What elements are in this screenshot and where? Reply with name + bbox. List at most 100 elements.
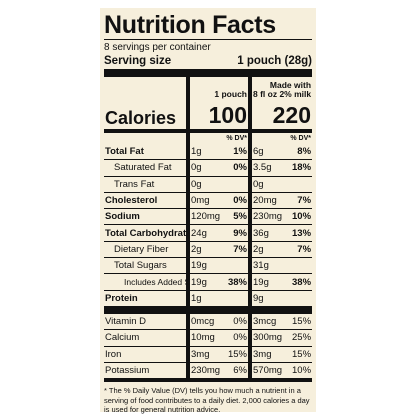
dv-header: % DV*: [247, 129, 313, 144]
nutrient-row: Total Fat 1g 1% 6g 8%: [104, 144, 312, 160]
footnote: * The % Daily Value (DV) tells you how m…: [104, 386, 310, 415]
daily-value: 8%: [297, 146, 312, 158]
header-line: 8 fl oz 2% milk: [253, 89, 312, 99]
nutrient-name: Includes Added Sugars: [104, 273, 188, 291]
daily-value: 10%: [284, 208, 313, 225]
column-header: 1 pouch: [186, 77, 250, 101]
amount: 3mg: [186, 345, 222, 363]
blank: [104, 129, 188, 144]
daily-value: [284, 175, 313, 193]
daily-value: 0%: [222, 191, 250, 209]
header-line: Made with: [269, 80, 312, 90]
divider: [104, 378, 313, 385]
amount: 0mg: [186, 191, 222, 209]
daily-value: 0%: [222, 329, 250, 347]
nutrient-row: Sodium 120mg 5% 230mg 10%: [104, 208, 313, 225]
blank: [104, 77, 188, 101]
amount: 230mg: [186, 361, 222, 381]
daily-value: [284, 257, 313, 274]
amount: 120mg: [186, 208, 222, 225]
nutrient-row: Trans Fat 0g 0g: [104, 175, 313, 193]
amount: 19g: [186, 273, 222, 291]
amount: 300mg: [248, 329, 284, 347]
daily-value: 9%: [222, 224, 250, 242]
daily-value: 7%: [284, 240, 313, 258]
nutrient-row: Iron 3mg 15% 3mg 15%: [104, 345, 313, 363]
nutrient-name: Saturated Fat: [104, 159, 188, 177]
column-header-row: 1 pouch Made with 8 fl oz 2% milk: [104, 77, 313, 101]
daily-value: [222, 175, 250, 193]
header-line: 1 pouch: [214, 89, 247, 99]
amount: 6g: [248, 144, 284, 160]
amount: 1g: [186, 289, 222, 310]
daily-value: 38%: [284, 273, 313, 291]
amount: 230mg: [248, 208, 284, 225]
amount: 20mg: [248, 191, 284, 209]
amount: 0g: [186, 175, 222, 193]
nutrient-name: Total Sugars: [104, 257, 188, 274]
nutrient-row: Saturated Fat 0g 0% 3.5g 18%: [104, 159, 313, 177]
amount: 36g: [248, 224, 284, 242]
amount: 2g: [248, 240, 284, 258]
amount: 19g: [186, 257, 222, 274]
nutrient-row: Calcium 10mg 0% 300mg 25%: [104, 329, 313, 347]
daily-value: 5%: [222, 208, 250, 225]
amount: 3mcg: [248, 313, 284, 330]
nutrient-row: Protein 1g 9g: [104, 289, 313, 310]
nutrition-label: Nutrition Facts 8 servings per container…: [100, 8, 316, 415]
nutrient-name: Vitamin D: [105, 316, 147, 328]
daily-value: [222, 257, 250, 274]
nutrient-row: Dietary Fiber 2g 7% 2g 7%: [104, 240, 313, 258]
nutrient-name: Cholesterol: [104, 191, 188, 209]
nutrient-row: Total Sugars 19g 31g: [104, 257, 313, 274]
amount: 0g: [248, 175, 284, 193]
amount: 570mg: [248, 361, 284, 381]
amount: 9g: [248, 289, 284, 310]
column-header: Made with 8 fl oz 2% milk: [247, 77, 313, 101]
dv-header-row: % DV* % DV*: [104, 129, 313, 144]
dv-header: % DV*: [186, 129, 250, 144]
amount: 0mcg: [186, 313, 222, 330]
daily-value: 0%: [222, 159, 250, 177]
daily-value: 13%: [284, 224, 313, 242]
nutrient-name: Protein: [104, 289, 188, 310]
amount: 1g: [186, 144, 222, 160]
nutrient-row: Total Carbohydrate 24g 9% 36g 13%: [104, 224, 313, 242]
daily-value: 1%: [233, 146, 247, 158]
calories-value: 220: [247, 101, 313, 131]
daily-value: 38%: [222, 273, 250, 291]
amount: 3mg: [248, 345, 284, 363]
amount: 10mg: [186, 329, 222, 347]
nutrient-name: Sodium: [104, 208, 188, 225]
calories-row: Calories 100 220: [104, 101, 313, 131]
label-title: Nutrition Facts: [104, 12, 312, 40]
daily-value: 18%: [284, 159, 313, 177]
nutrient-table: 1 pouch Made with 8 fl oz 2% milk Calorie…: [104, 77, 313, 385]
daily-value: 6%: [222, 361, 250, 381]
serving-size-value: 1 pouch (28g): [237, 55, 312, 67]
nutrient-name: Trans Fat: [104, 175, 188, 193]
daily-value: 15%: [292, 316, 312, 328]
calories-value: 100: [186, 101, 250, 131]
daily-value: 0%: [233, 316, 247, 328]
nutrient-name: Iron: [104, 345, 188, 363]
amount: 31g: [248, 257, 284, 274]
calories-label: Calories: [105, 108, 177, 128]
amount: 24g: [186, 224, 222, 242]
amount: 0g: [186, 159, 222, 177]
nutrient-name: Calcium: [104, 329, 188, 347]
amount: 2g: [186, 240, 222, 258]
amount: 3.5g: [248, 159, 284, 177]
servings: 8 servings per container: [104, 42, 211, 53]
table-body: 1 pouch Made with 8 fl oz 2% milk Calorie…: [104, 77, 313, 385]
serving-size-row: Serving size 1 pouch (28g): [104, 54, 312, 77]
daily-value: 7%: [222, 240, 250, 258]
daily-value: [284, 289, 313, 310]
daily-value: 15%: [222, 345, 250, 363]
daily-value: 15%: [284, 345, 313, 363]
nutrient-row: Cholesterol 0mg 0% 20mg 7%: [104, 191, 313, 209]
nutrient-name: Potassium: [104, 361, 188, 381]
nutrient-name: Total Carbohydrate: [104, 224, 188, 242]
